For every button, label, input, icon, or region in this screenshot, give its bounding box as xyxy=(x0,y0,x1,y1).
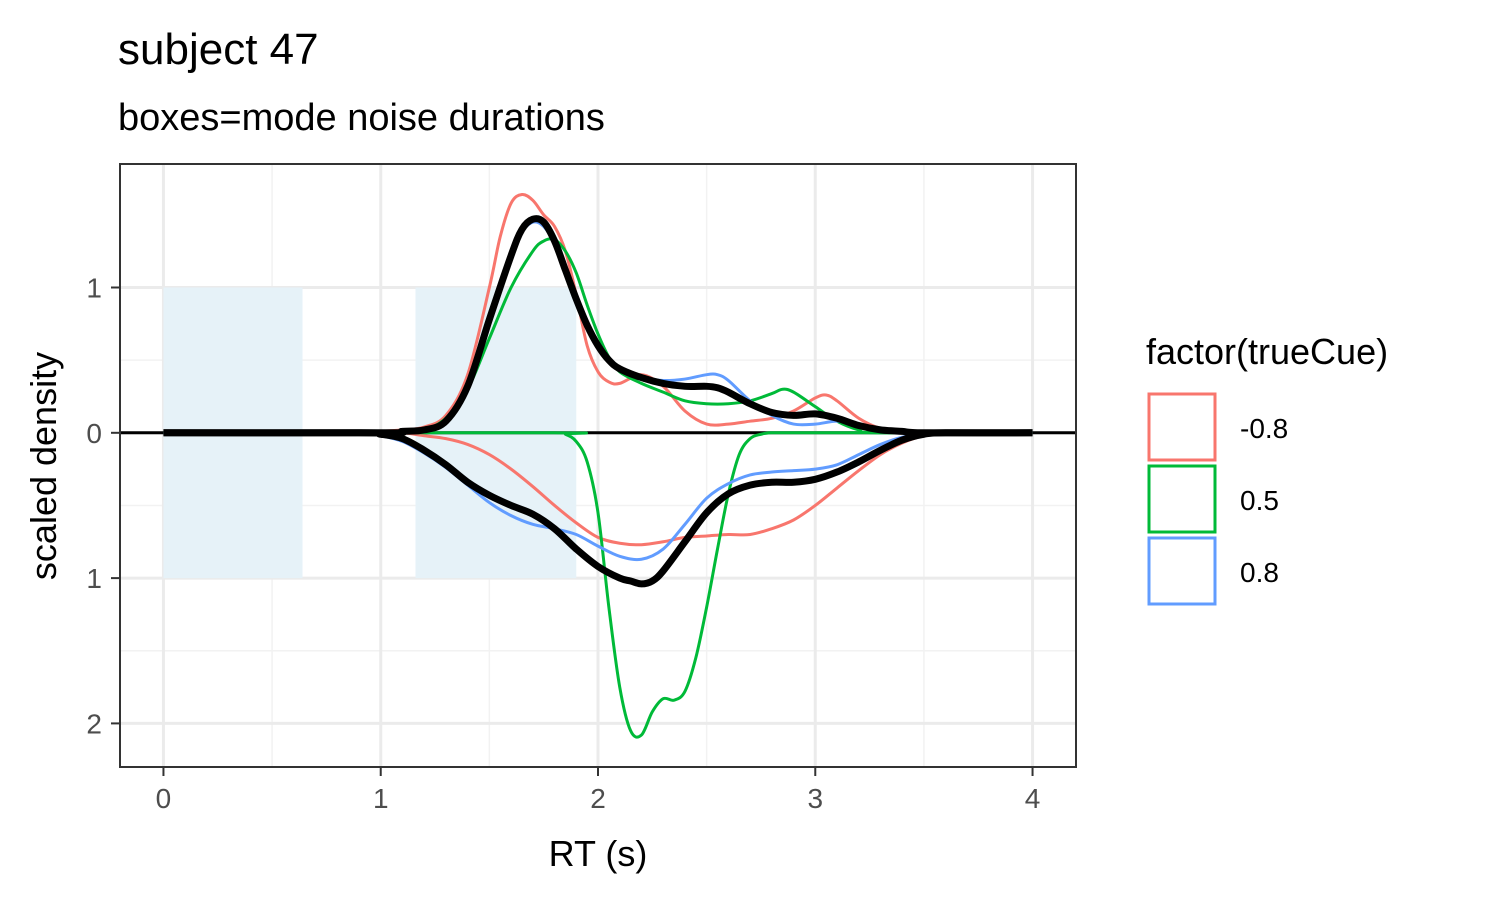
x-axis: 0 1 2 3 4 xyxy=(156,767,1041,814)
y-tick-label: 1 xyxy=(86,563,102,594)
legend-label: 0.5 xyxy=(1240,485,1279,516)
legend-key xyxy=(1147,392,1217,462)
legend: factor(trueCue) -0.8 0.5 0.8 xyxy=(1146,331,1388,606)
x-tick-label: 4 xyxy=(1025,783,1041,814)
legend-label: -0.8 xyxy=(1240,413,1288,444)
y-tick-label: 2 xyxy=(86,708,102,739)
legend-key xyxy=(1147,536,1217,606)
y-axis-title: scaled density xyxy=(23,352,64,580)
legend-entries: -0.8 0.5 0.8 xyxy=(1147,392,1288,606)
x-axis-title: RT (s) xyxy=(549,833,648,874)
x-tick-label: 1 xyxy=(373,783,389,814)
density-line-all-lower xyxy=(163,429,1033,588)
legend-label: 0.8 xyxy=(1240,557,1279,588)
density-series xyxy=(163,192,1033,739)
legend-key xyxy=(1147,464,1217,534)
chart-title: subject 47 xyxy=(118,25,319,74)
x-tick-label: 2 xyxy=(590,783,606,814)
y-axis: 1 0 1 2 xyxy=(86,273,120,739)
y-tick-label: 1 xyxy=(86,273,102,304)
density-line-neg0-8-upper xyxy=(163,192,1033,435)
y-tick-label: 0 xyxy=(86,418,102,449)
density-line-0-5-lower xyxy=(163,431,1033,739)
density-line-neg0-8-lower xyxy=(163,431,1033,547)
legend-title: factor(trueCue) xyxy=(1146,331,1388,372)
x-tick-label: 0 xyxy=(156,783,172,814)
chart-subtitle: boxes=mode noise durations xyxy=(118,97,605,139)
x-tick-label: 3 xyxy=(807,783,823,814)
density-line-all-upper xyxy=(163,215,1033,437)
